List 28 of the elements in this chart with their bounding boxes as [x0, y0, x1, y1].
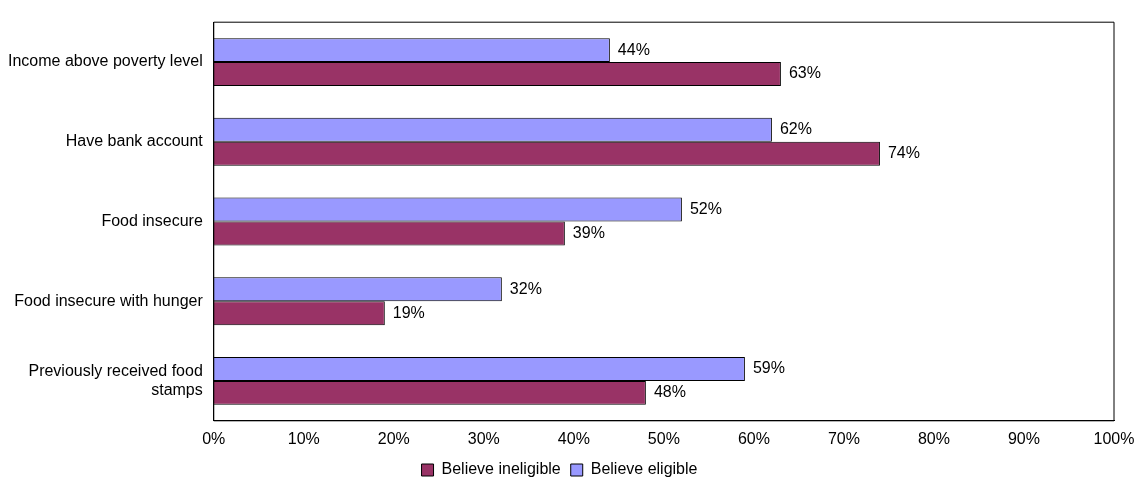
x-tick-label: 10%	[287, 429, 320, 447]
legend-label: Believe eligible	[590, 460, 698, 478]
y-tick-label: Food insecure	[101, 211, 203, 229]
data-label: 39%	[572, 223, 605, 241]
data-label: 74%	[887, 144, 920, 162]
y-tick-label: Income above poverty level	[7, 52, 203, 70]
data-label: 44%	[617, 40, 650, 58]
y-tick-label: Food insecure with hunger	[14, 291, 204, 309]
x-tick-label: 50%	[647, 429, 680, 447]
data-label: 62%	[779, 120, 812, 138]
data-label: 59%	[752, 359, 785, 377]
data-label: 32%	[509, 279, 542, 297]
x-tick-label: 100%	[1093, 429, 1135, 447]
y-tick-label: Have bank account	[65, 132, 204, 150]
data-label: 63%	[788, 64, 821, 82]
x-tick-label: 80%	[917, 429, 950, 447]
data-label: 19%	[392, 303, 425, 321]
x-tick-label: 0%	[202, 429, 226, 447]
x-tick-label: 20%	[377, 429, 410, 447]
x-tick-label: 90%	[1007, 429, 1040, 447]
legend-label: Believe ineligible	[441, 460, 561, 478]
data-label: 52%	[689, 199, 722, 217]
data-label: 48%	[653, 383, 686, 401]
x-tick-label: 70%	[827, 429, 860, 447]
x-tick-label: 60%	[737, 429, 770, 447]
x-tick-label: 40%	[557, 429, 590, 447]
y-tick-label: Previously received food stamps	[28, 361, 203, 398]
x-tick-label: 30%	[467, 429, 500, 447]
